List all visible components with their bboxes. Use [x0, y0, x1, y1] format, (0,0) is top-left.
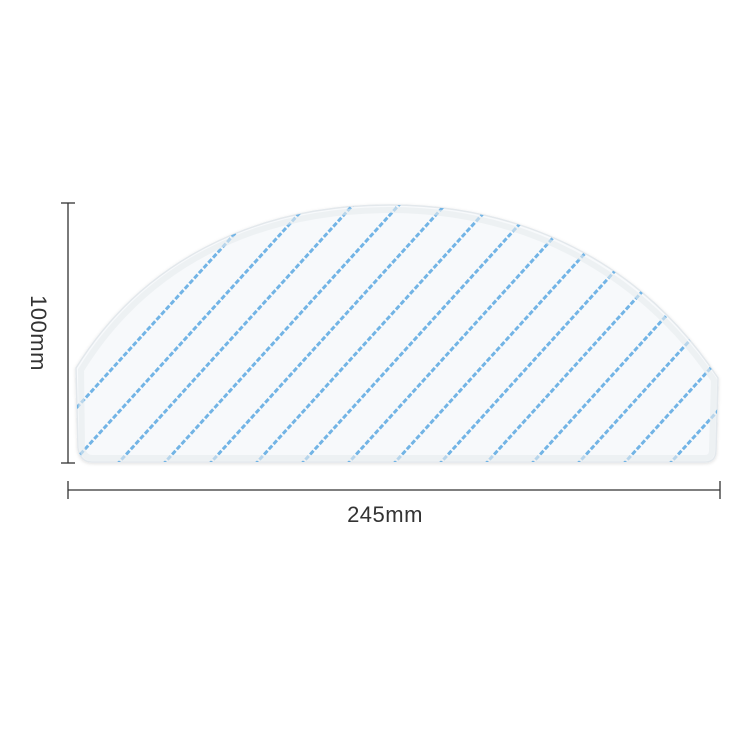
mop-pad-edge — [77, 206, 718, 461]
stripe — [294, 205, 548, 462]
stripe — [248, 205, 502, 462]
width-label: 245mm — [347, 502, 423, 527]
stripe — [524, 205, 718, 462]
stripe — [156, 205, 410, 462]
stripe — [110, 205, 364, 462]
mop-pad — [75, 204, 719, 463]
stripe — [76, 205, 318, 462]
height-dimension-line — [61, 202, 75, 464]
height-label: 100mm — [26, 295, 51, 371]
stripe — [202, 205, 456, 462]
width-dimension-line — [67, 481, 721, 499]
